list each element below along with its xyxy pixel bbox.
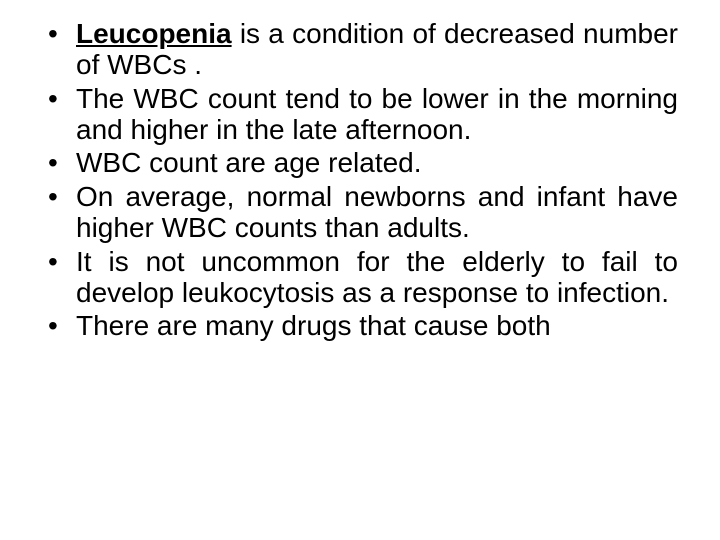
- list-item: The WBC count tend to be lower in the mo…: [42, 83, 678, 146]
- list-item: Leucopenia is a condition of decreased n…: [42, 18, 678, 81]
- bullet-list: Leucopenia is a condition of decreased n…: [42, 18, 678, 342]
- bullet-text: On average, normal newborns and infant h…: [76, 181, 678, 243]
- emphasis-term: Leucopenia: [76, 18, 232, 49]
- bullet-text: WBC count are age related.: [76, 147, 422, 178]
- list-item: WBC count are age related.: [42, 147, 678, 178]
- slide: Leucopenia is a condition of decreased n…: [0, 0, 720, 540]
- bullet-text: There are many drugs that cause both: [76, 310, 551, 341]
- list-item: There are many drugs that cause both: [42, 310, 678, 341]
- list-item: It is not uncommon for the elderly to fa…: [42, 246, 678, 309]
- bullet-text: It is not uncommon for the elderly to fa…: [76, 246, 678, 308]
- bullet-text: The WBC count tend to be lower in the mo…: [76, 83, 678, 145]
- list-item: On average, normal newborns and infant h…: [42, 181, 678, 244]
